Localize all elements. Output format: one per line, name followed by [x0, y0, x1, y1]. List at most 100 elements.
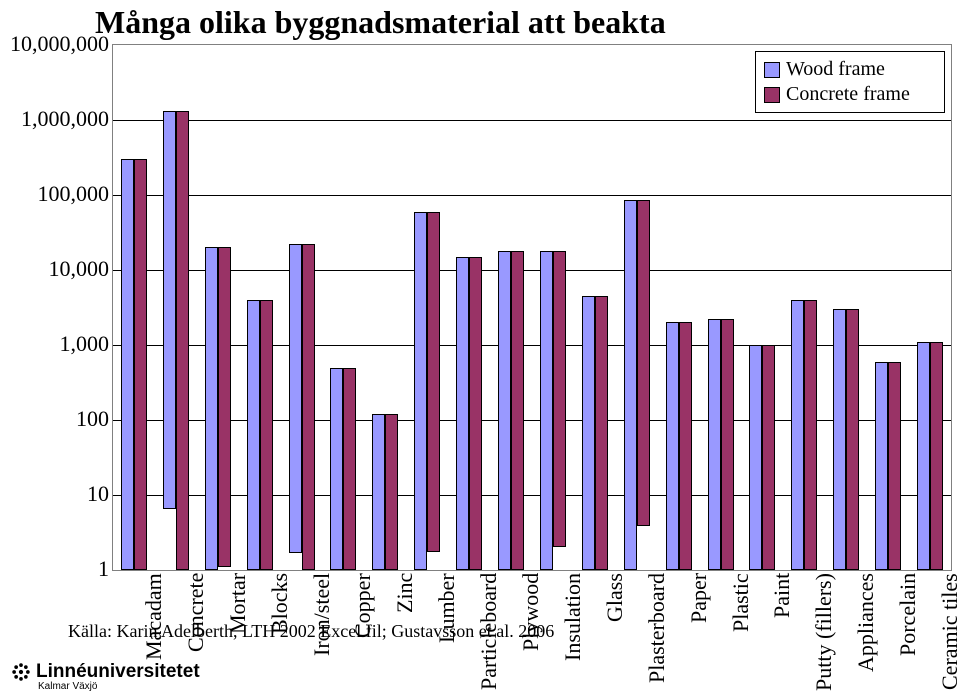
gridline [113, 120, 951, 121]
bar-wood [121, 159, 134, 570]
x-tick-label: Paper [686, 573, 712, 623]
logo-text: Linnéuniversitetet [36, 661, 200, 683]
x-tick-label: Appliances [853, 573, 879, 672]
x-tick-label: Lumber [434, 573, 460, 643]
bar-concrete [427, 212, 440, 553]
bar-concrete [888, 362, 901, 570]
bar-group [791, 300, 817, 570]
legend-item: Wood frame [764, 58, 936, 81]
bar-wood [372, 414, 385, 570]
bar-group [708, 319, 734, 570]
bar-group [582, 296, 608, 570]
bar-wood [205, 247, 218, 570]
bar-group [289, 244, 315, 570]
gridline [113, 270, 951, 271]
bar-group [372, 414, 398, 570]
x-tick-label: Ceramic tiles [937, 573, 959, 690]
x-tick-label: Glass [602, 573, 628, 622]
bar-wood [330, 368, 343, 570]
bar-wood [666, 322, 679, 570]
bar-group [875, 362, 901, 570]
y-tick-label: 100,000 [38, 181, 110, 207]
bar-group [833, 309, 859, 570]
bar-concrete [176, 111, 189, 570]
bar-concrete [595, 296, 608, 570]
bar-concrete [804, 300, 817, 570]
bar-concrete [385, 414, 398, 570]
x-tick-label: Putty (fillers) [811, 573, 837, 691]
bar-group [540, 251, 566, 570]
bar-wood [163, 111, 176, 509]
bar-wood [247, 300, 260, 570]
bar-concrete [846, 309, 859, 570]
bar-concrete [260, 300, 273, 570]
bar-concrete [762, 345, 775, 570]
bar-wood [456, 257, 469, 570]
x-tick-label: Insulation [560, 573, 586, 661]
bar-wood [708, 319, 721, 570]
bar-wood [875, 362, 888, 570]
gridline [113, 345, 951, 346]
bar-group [917, 342, 943, 570]
bar-chart: Wood frame Concrete frame [112, 44, 952, 571]
flower-icon [10, 661, 32, 683]
legend-item: Concrete frame [764, 83, 936, 106]
bar-wood [289, 244, 302, 553]
legend: Wood frame Concrete frame [755, 51, 945, 113]
legend-swatch-icon [764, 87, 780, 103]
y-tick-label: 1 [98, 556, 109, 582]
x-tick-label: Copper [350, 573, 376, 638]
bar-wood [624, 200, 637, 570]
bar-group [205, 247, 231, 570]
x-tick-label: Zinc [392, 573, 418, 613]
bar-group [414, 212, 440, 570]
bar-concrete [553, 251, 566, 548]
bar-wood [791, 300, 804, 570]
y-tick-label: 10,000 [49, 256, 110, 282]
x-tick-label: Blocks [267, 573, 293, 634]
bar-concrete [511, 251, 524, 570]
x-tick-label: Porcelain [895, 573, 921, 656]
y-tick-label: 10 [87, 481, 109, 507]
x-tick-label: Concrete [183, 573, 209, 652]
bar-group [498, 251, 524, 570]
bar-concrete [721, 319, 734, 570]
bar-concrete [302, 244, 315, 570]
gridline [113, 495, 951, 496]
x-tick-label: Plasterboard [644, 573, 670, 683]
bar-concrete [637, 200, 650, 526]
bar-wood [414, 212, 427, 570]
bar-wood [540, 251, 553, 570]
y-tick-label: 1,000 [60, 331, 110, 357]
x-tick-label: Macadam [141, 573, 167, 660]
bar-wood [917, 342, 930, 570]
x-tick-label: Iron/steel [309, 573, 335, 656]
bar-concrete [218, 247, 231, 566]
x-tick-label: Paint [769, 573, 795, 618]
bar-concrete [343, 368, 356, 570]
gridline [113, 420, 951, 421]
gridline [113, 195, 951, 196]
y-tick-label: 10,000,000 [10, 31, 109, 57]
x-tick-label: Plywood [518, 573, 544, 651]
bar-group [121, 159, 147, 570]
bar-group [749, 345, 775, 570]
chart-title: Många olika byggnadsmaterial att beakta [95, 4, 666, 41]
bar-concrete [930, 342, 943, 570]
bar-group [666, 322, 692, 570]
y-tick-label: 1,000,000 [21, 106, 109, 132]
bar-wood [582, 296, 595, 570]
x-tick-label: Mortar [225, 573, 251, 634]
bar-concrete [134, 159, 147, 570]
bar-wood [749, 345, 762, 570]
bar-group [330, 368, 356, 570]
bar-wood [498, 251, 511, 570]
bar-group [624, 200, 650, 570]
x-tick-label: Plastic [728, 573, 754, 632]
bar-group [456, 257, 482, 570]
bar-concrete [469, 257, 482, 570]
bar-group [163, 111, 189, 570]
x-tick-label: Particleboard [476, 573, 502, 690]
bar-wood [833, 309, 846, 570]
bar-group [247, 300, 273, 570]
